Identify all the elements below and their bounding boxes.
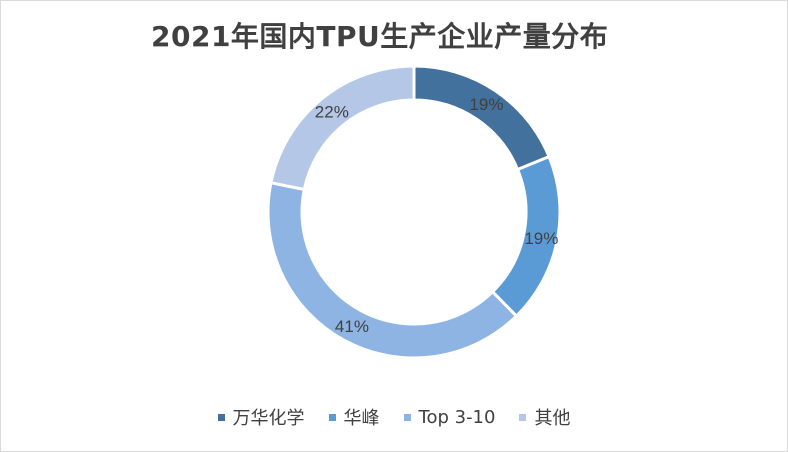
legend-item-1: 万华化学 (217, 404, 305, 430)
legend-item-3: Top 3-10 (403, 406, 496, 428)
legend-item-2: 华峰 (328, 404, 380, 430)
legend-swatch-icon (328, 413, 336, 421)
legend-label: Top 3-10 (418, 406, 496, 428)
chart-legend: 万华化学 华峰 Top 3-10 其他 (1, 404, 787, 430)
donut-slice-1 (412, 64, 552, 172)
slice-label-3: 41% (335, 317, 369, 336)
legend-label: 其他 (534, 408, 571, 429)
legend-item-4: 其他 (519, 404, 570, 430)
legend-label: 万华化学 (232, 408, 305, 429)
chart-title: 2021年国内TPU生产企业产量分布 (151, 20, 609, 53)
legend-swatch-icon (217, 413, 225, 421)
legend-swatch-icon (519, 413, 527, 421)
slice-label-2: 19% (524, 229, 558, 248)
donut-slice-3 (266, 180, 519, 360)
donut-slice-4 (269, 64, 416, 192)
legend-swatch-icon (403, 413, 411, 421)
slice-label-1: 19% (469, 95, 503, 114)
slice-label-4: 22% (315, 102, 349, 121)
legend-label: 华峰 (343, 408, 380, 429)
